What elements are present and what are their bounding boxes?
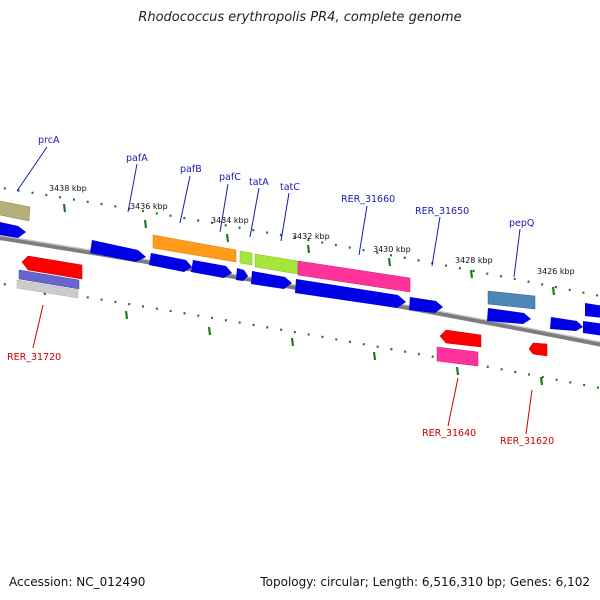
reverse-strand-features bbox=[16, 255, 548, 367]
gene-label-RER_31660: RER_31660 bbox=[341, 194, 395, 205]
gene-arrow-blue bbox=[550, 317, 583, 331]
scale-tick-label: 3432 kbp bbox=[292, 232, 330, 241]
top-label-leaders bbox=[16, 146, 521, 278]
gene-label-pafC: pafC bbox=[219, 172, 241, 183]
gene-arrow-blue bbox=[487, 308, 531, 324]
gene-arrow-blue bbox=[90, 240, 146, 262]
scale-tick-label: 3430 kbp bbox=[373, 245, 411, 254]
scale-tick-label: 3434 kbp bbox=[211, 216, 249, 225]
gene-arrow-blue bbox=[191, 260, 232, 278]
gene-arrow-blue bbox=[409, 297, 443, 313]
gene-arrow-blue bbox=[0, 222, 26, 238]
gene-arrow-blue bbox=[251, 271, 292, 289]
gene-label-RER_31720: RER_31720 bbox=[7, 352, 61, 363]
scale-tick-label: 3438 kbp bbox=[49, 184, 87, 193]
gene-arrow-blue bbox=[583, 321, 600, 336]
scale-tick-label: 3436 kbp bbox=[130, 202, 168, 211]
bottom-label-leaders bbox=[32, 304, 533, 435]
scale-tick-label: 3428 kbp bbox=[455, 256, 493, 265]
gene-arrow-magenta bbox=[297, 260, 411, 293]
gene-arrow-blue bbox=[236, 268, 248, 281]
gene-arrow-orange bbox=[152, 234, 237, 263]
gene-label-RER_31620: RER_31620 bbox=[500, 436, 554, 447]
gene-arrow-red bbox=[439, 329, 482, 348]
gene-arrow-blue bbox=[585, 303, 600, 318]
gene-label-RER_31650: RER_31650 bbox=[415, 206, 469, 217]
gene-arrow-blue bbox=[149, 253, 192, 272]
gene-label-pepQ: pepQ bbox=[509, 218, 534, 229]
gene-label-pafB: pafB bbox=[180, 164, 202, 175]
genome-summary-text: Topology: circular; Length: 6,516,310 bp… bbox=[260, 575, 590, 589]
gene-arrow-purple bbox=[18, 269, 80, 290]
top-gene-labels: prcA pafA pafB pafC tatA tatC RER_31660 … bbox=[38, 135, 534, 229]
gene-arrow-light-green bbox=[254, 253, 299, 275]
gene-arrow-grey bbox=[16, 279, 79, 299]
gene-arrow-blue bbox=[295, 279, 406, 308]
bottom-gene-labels: RER_31720 RER_31640 RER_31620 bbox=[7, 352, 554, 447]
gene-arrow-red bbox=[21, 255, 83, 280]
gene-arrow-light-green bbox=[239, 250, 253, 266]
accession-text: Accession: NC_012490 bbox=[9, 575, 146, 589]
scale-tick-label: 3426 kbp bbox=[537, 267, 575, 276]
gene-arrow-olive bbox=[0, 200, 31, 222]
outer-major-ticks bbox=[62, 203, 556, 296]
gene-arrow-red bbox=[528, 342, 548, 357]
gene-label-RER_31640: RER_31640 bbox=[422, 428, 476, 439]
map-title: Rhodococcus erythropolis PR4, complete g… bbox=[138, 10, 462, 25]
gene-label-tatC: tatC bbox=[280, 182, 300, 193]
gene-label-pafA: pafA bbox=[126, 153, 148, 164]
forward-strand-features bbox=[0, 200, 600, 336]
gene-arrow-pink bbox=[436, 346, 479, 367]
gene-label-tatA: tatA bbox=[249, 177, 269, 188]
gene-arrow-steel-blue bbox=[487, 290, 536, 310]
gene-label-prcA: prcA bbox=[38, 135, 60, 146]
